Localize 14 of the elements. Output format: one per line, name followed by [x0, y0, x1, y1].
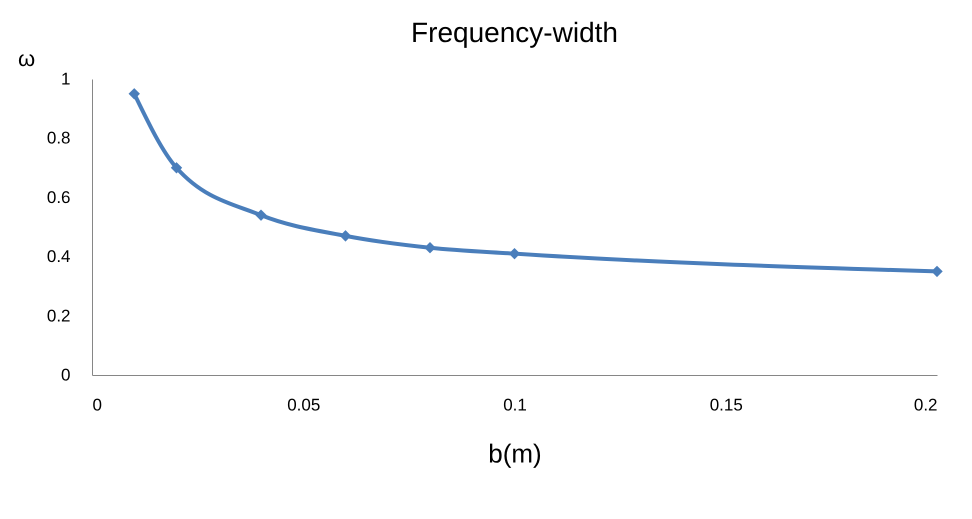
y-tick-label: 0	[61, 366, 70, 384]
chart-title: Frequency-width	[411, 17, 618, 48]
x-tick-label: 0.05	[287, 396, 320, 414]
x-axis-title: b(m)	[488, 438, 542, 468]
x-tick-label: 0.2	[914, 396, 938, 414]
y-tick-label: 0.2	[46, 306, 70, 326]
x-tick-label: 0.1	[503, 396, 527, 414]
y-tick-label: 1	[61, 70, 70, 88]
y-axis-title: ω	[18, 46, 36, 71]
y-tick-label: 0.6	[46, 188, 70, 207]
y-tick-label: 0.8	[46, 128, 70, 148]
x-tick-label: 0	[92, 396, 102, 414]
x-tick-label: 0.15	[710, 396, 743, 414]
y-tick-label: 0.4	[46, 247, 70, 266]
